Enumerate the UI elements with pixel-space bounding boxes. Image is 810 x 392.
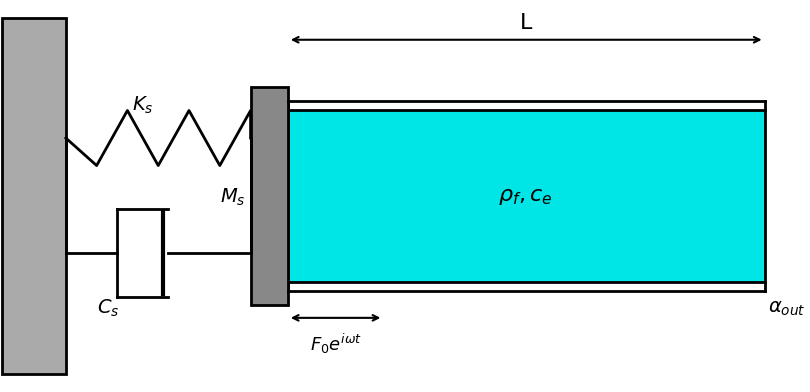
Text: $M_s$: $M_s$ [220,186,245,208]
Text: $F_0 e^{i\omega t}$: $F_0 e^{i\omega t}$ [310,332,362,356]
Bar [288,109,765,283]
Text: $\alpha_{out}$: $\alpha_{out}$ [769,299,806,318]
Bar [250,87,288,305]
Text: L: L [519,13,532,33]
Text: $C_s$: $C_s$ [97,298,119,319]
Bar [2,18,66,374]
Text: $\rho_f, c_e$: $\rho_f, c_e$ [498,187,553,207]
Text: $K_s$: $K_s$ [132,95,153,116]
